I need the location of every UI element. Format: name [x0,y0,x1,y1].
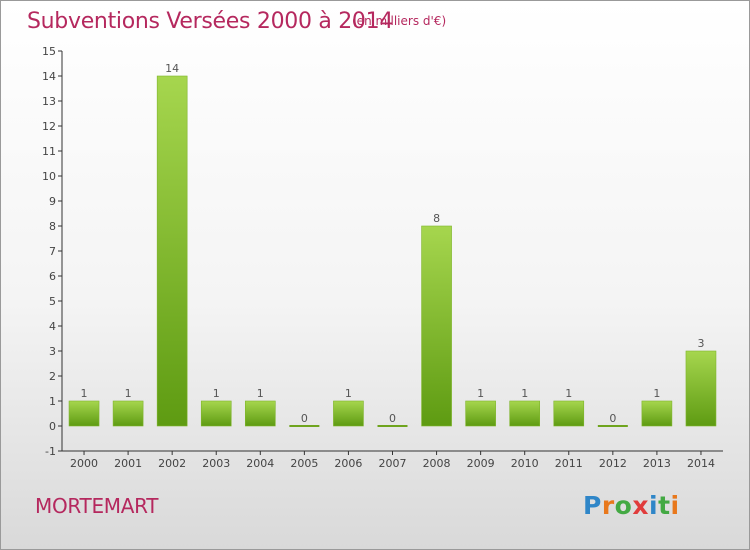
x-tick-label: 2000 [70,457,98,470]
y-tick-label: 9 [49,195,56,208]
x-tick-label: 2014 [687,457,715,470]
logo-letter: i [670,491,680,520]
y-tick-label: 4 [49,320,56,333]
x-tick-label: 2003 [202,457,230,470]
chart-title: Subventions Versées 2000 à 2014 [27,9,394,34]
bar [421,225,452,427]
bar-value-label: 0 [301,412,308,425]
logo-letter: x [632,491,649,520]
bar-value-label: 1 [81,387,88,400]
bar [509,400,541,427]
x-tick-label: 2007 [379,457,407,470]
x-tick-label: 2004 [246,457,274,470]
y-tick-label: 8 [49,220,56,233]
y-tick-label: -1 [45,445,56,458]
y-tick-label: 13 [42,95,56,108]
x-tick-label: 2006 [334,457,362,470]
proxiti-logo: Proxiti [583,491,680,520]
commune-name: MORTEMART [35,494,159,518]
y-tick-label: 1 [49,395,56,408]
x-tick-label: 2012 [599,457,627,470]
y-tick-label: 7 [49,245,56,258]
bar [685,350,717,427]
bar-value-label: 0 [609,412,616,425]
x-tick-label: 2008 [423,457,451,470]
bar-value-label: 8 [433,212,440,225]
logo-letter: t [658,491,671,520]
logo-letter: r [601,491,615,520]
y-tick-label: 14 [42,70,56,83]
bar-value-label: 1 [257,387,264,400]
bar [156,75,188,427]
bar-value-label: 3 [697,337,704,350]
y-tick-label: 0 [49,420,56,433]
bar [200,400,232,427]
logo-letter: o [614,491,633,520]
bar-value-label: 14 [165,62,179,75]
x-tick-label: 2013 [643,457,671,470]
bar-value-label: 1 [125,387,132,400]
x-tick-label: 2001 [114,457,142,470]
y-tick-label: 3 [49,345,56,358]
bar [641,400,673,427]
bar-value-label: 1 [345,387,352,400]
x-tick-label: 2010 [511,457,539,470]
chart-unit-note: (en milliers d'€) [352,14,447,28]
bar [112,400,144,427]
x-tick-label: 2011 [555,457,583,470]
y-tick-label: 15 [42,45,56,58]
bar-value-label: 1 [653,387,660,400]
y-tick-label: 5 [49,295,56,308]
y-tick-label: 11 [42,145,56,158]
x-tick-label: 2005 [290,457,318,470]
bar [465,400,496,427]
bar-value-label: 0 [389,412,396,425]
bar-value-label: 1 [477,387,484,400]
y-tick-label: 10 [42,170,56,183]
bar [68,400,100,427]
bar [553,400,585,427]
bar-value-label: 1 [565,387,572,400]
bar [245,400,276,427]
bar [333,400,364,427]
x-tick-label: 2009 [467,457,495,470]
logo-letter: i [649,491,659,520]
y-tick-label: 12 [42,120,56,133]
y-tick-label: 6 [49,270,56,283]
logo-letter: P [583,491,602,520]
bar-value-label: 1 [213,387,220,400]
bar-value-label: 1 [521,387,528,400]
y-tick-label: 2 [49,370,56,383]
x-tick-label: 2002 [158,457,186,470]
